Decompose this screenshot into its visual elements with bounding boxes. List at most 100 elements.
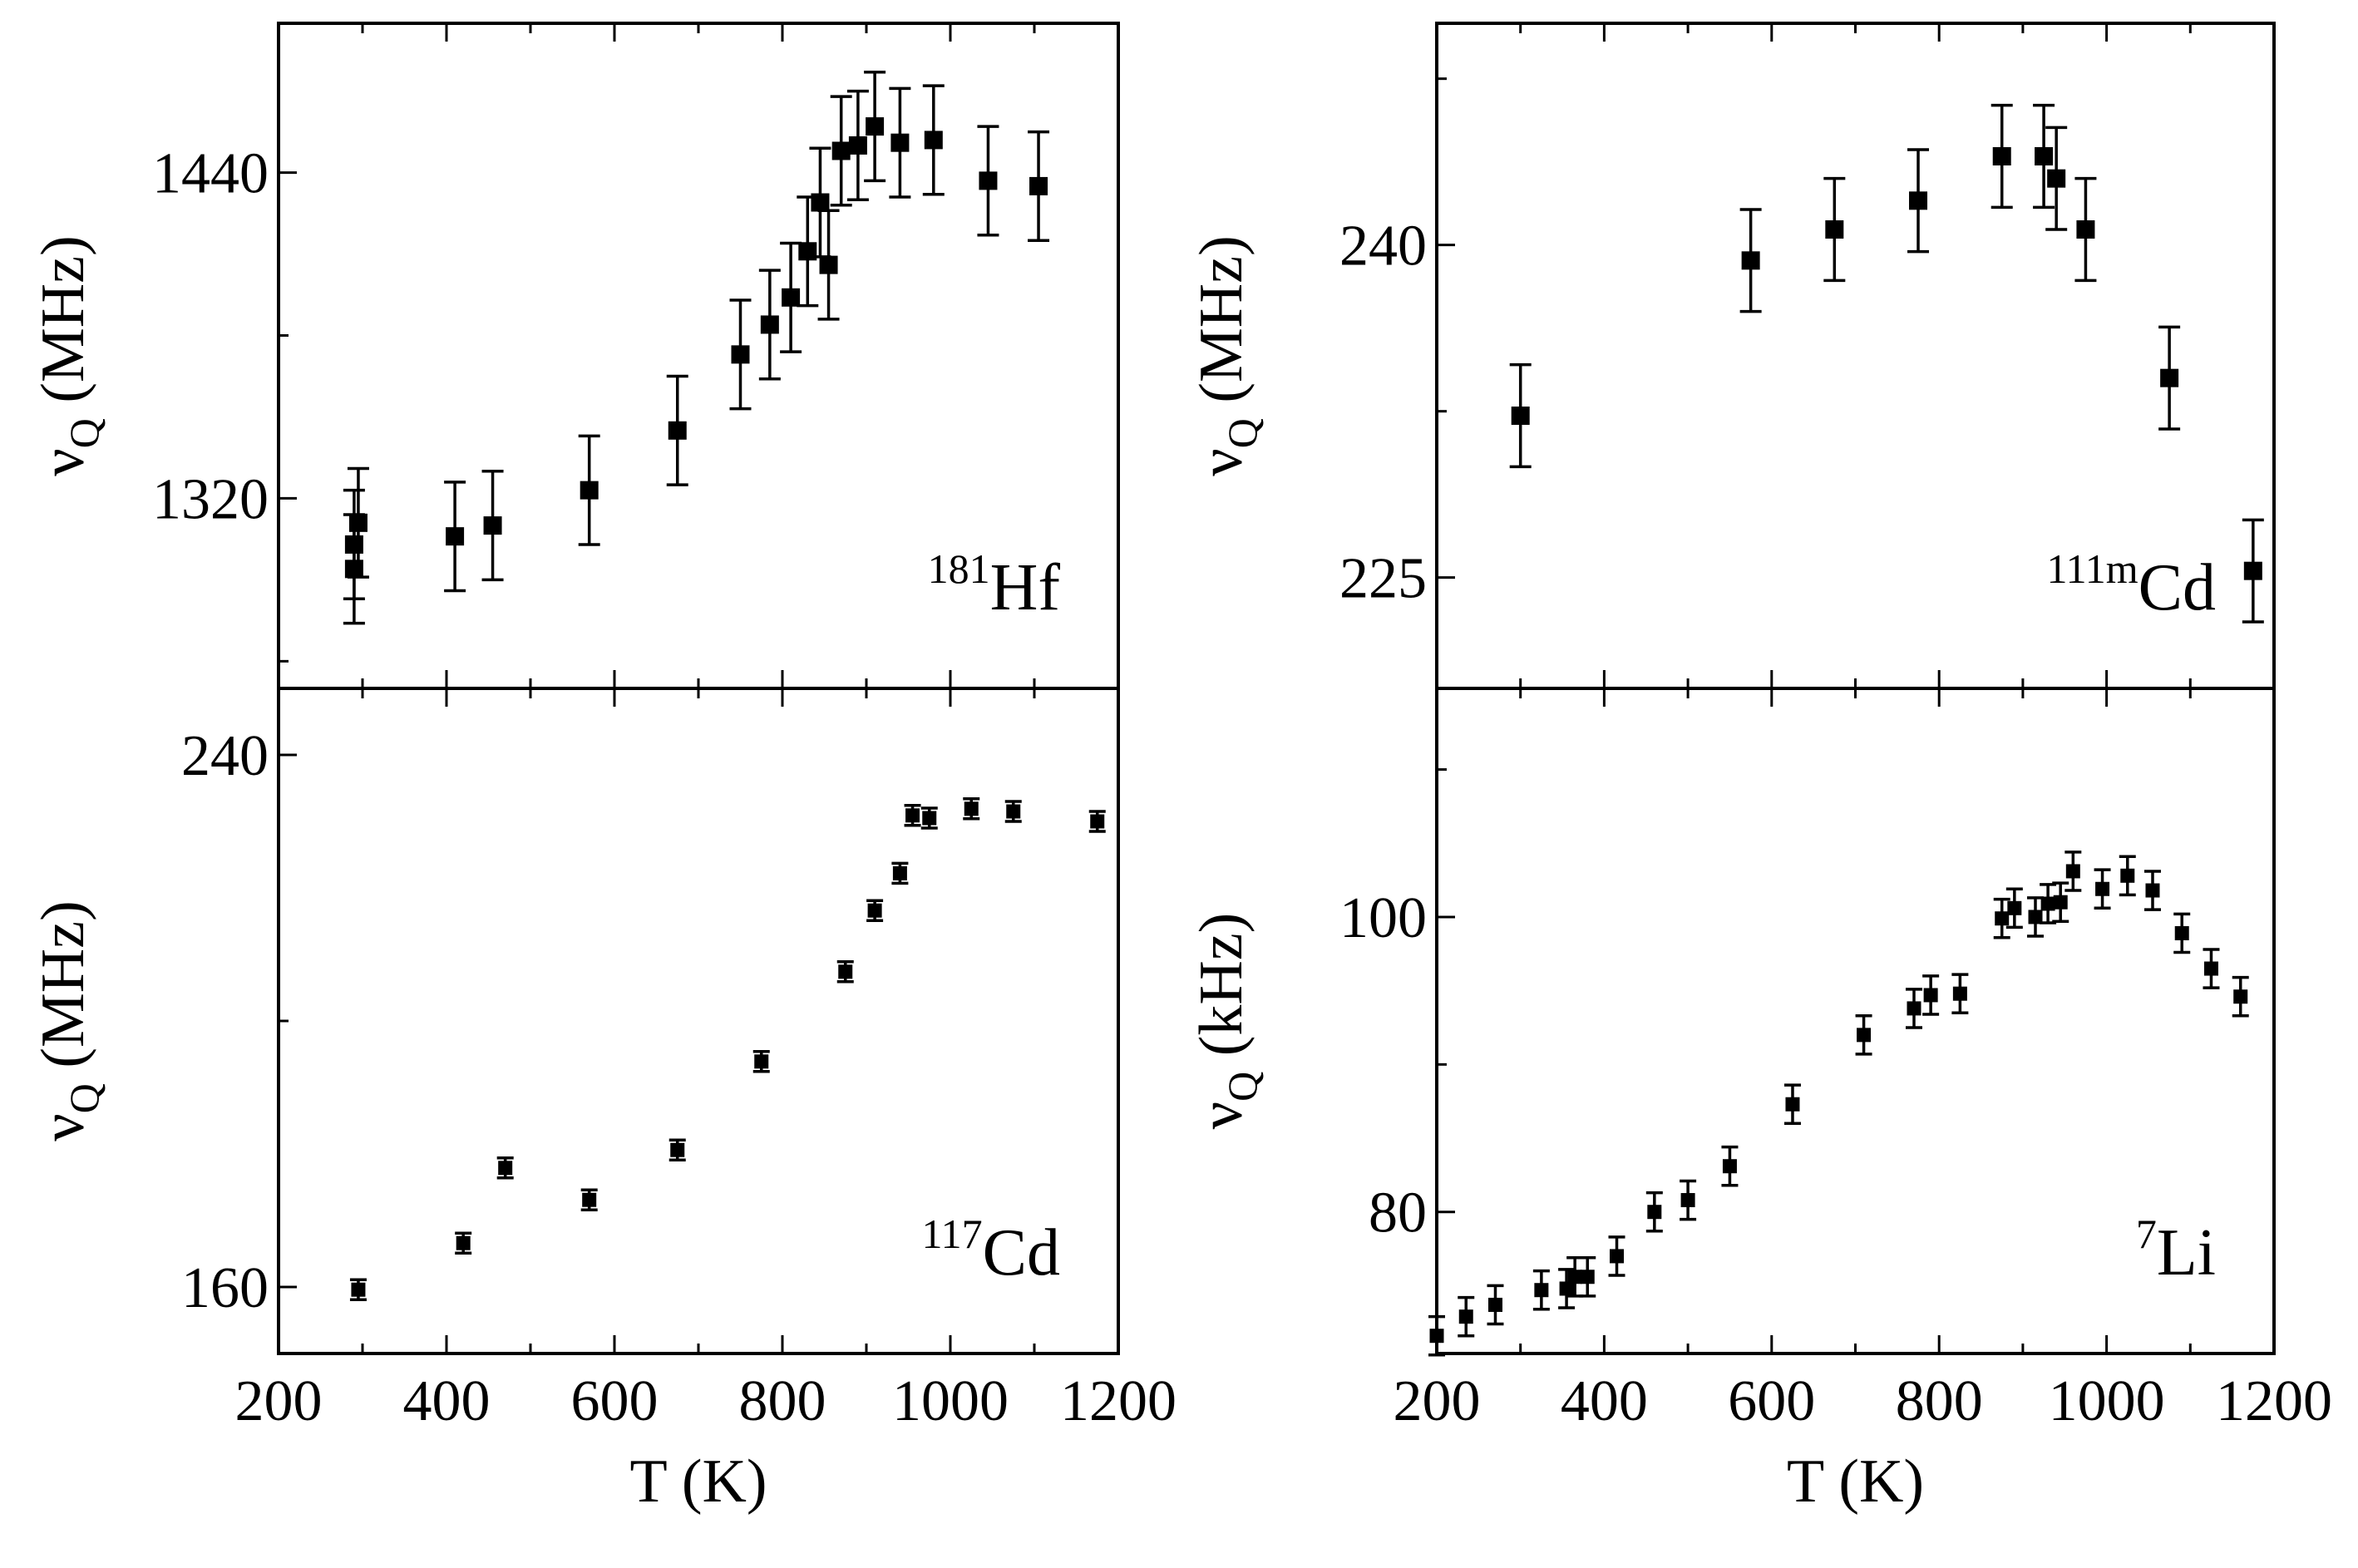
isotope-element: Li bbox=[2157, 1216, 2216, 1289]
isotope-element: Hf bbox=[990, 551, 1061, 624]
y-axis-symbol: ν bbox=[29, 1113, 97, 1141]
data-marker bbox=[867, 903, 882, 918]
data-marker bbox=[1647, 1205, 1662, 1220]
data-point bbox=[797, 195, 819, 308]
data-marker bbox=[2145, 883, 2160, 898]
data-point bbox=[1088, 810, 1106, 833]
data-marker bbox=[1995, 911, 2010, 926]
data-point bbox=[2242, 518, 2264, 624]
data-marker bbox=[2028, 910, 2043, 925]
data-point bbox=[977, 125, 999, 237]
data-point bbox=[1951, 973, 1969, 1014]
data-marker bbox=[848, 136, 867, 155]
data-marker bbox=[456, 1235, 471, 1250]
data-marker bbox=[582, 1192, 597, 1207]
y-tick-label: 240 bbox=[1339, 214, 1427, 279]
y-axis-subscript: Q bbox=[61, 1083, 107, 1113]
panel-hf181: 1320 1440 νQ (MHz) 181Hf bbox=[29, 22, 1120, 690]
data-point bbox=[1608, 1235, 1625, 1277]
data-point bbox=[830, 95, 852, 207]
isotope-label: 181Hf bbox=[928, 545, 1061, 624]
data-marker bbox=[1722, 1159, 1737, 1174]
y-tick-label: 80 bbox=[1369, 1181, 1427, 1245]
data-point bbox=[2064, 851, 2082, 892]
isotope-element: Cd bbox=[2138, 551, 2216, 624]
y-axis-title: νQ (kHz) bbox=[1187, 913, 1265, 1130]
x-tick-label: 600 bbox=[1728, 1369, 1815, 1433]
data-marker bbox=[670, 1142, 685, 1157]
data-point bbox=[1004, 800, 1022, 823]
data-point bbox=[496, 1156, 514, 1180]
data-marker bbox=[811, 193, 830, 212]
data-marker bbox=[2065, 864, 2080, 879]
data-marker bbox=[2053, 895, 2068, 910]
data-marker bbox=[1923, 988, 1938, 1003]
data-point bbox=[1579, 1255, 1596, 1298]
data-point bbox=[1645, 1191, 1663, 1233]
y-axis-unit: (kHz) bbox=[1187, 913, 1255, 1072]
data-point bbox=[1905, 988, 1922, 1029]
y-axis-unit: (MHz) bbox=[29, 235, 97, 418]
y-axis-subscript: Q bbox=[61, 418, 107, 448]
y-axis-symbol: ν bbox=[29, 448, 97, 476]
data-point bbox=[2119, 855, 2136, 897]
data-marker bbox=[2174, 925, 2189, 940]
data-marker bbox=[1992, 147, 2011, 165]
data-marker bbox=[1857, 1028, 1872, 1043]
isotope-mass-number: 181 bbox=[928, 545, 990, 592]
data-marker bbox=[1680, 1193, 1695, 1208]
data-marker bbox=[580, 481, 599, 500]
data-marker bbox=[760, 315, 779, 334]
data-point bbox=[2005, 887, 2023, 929]
data-point bbox=[2232, 975, 2249, 1018]
data-marker bbox=[892, 865, 907, 880]
data-point bbox=[444, 481, 466, 593]
data-marker bbox=[2095, 881, 2110, 896]
y-axis-subscript: Q bbox=[1219, 418, 1265, 448]
data-point bbox=[1028, 130, 1050, 242]
y-tick-label: 100 bbox=[1339, 886, 1427, 950]
data-point bbox=[1739, 208, 1762, 313]
data-point bbox=[1428, 1314, 1445, 1357]
isotope-label: 117Cd bbox=[921, 1211, 1060, 1289]
data-marker bbox=[2243, 561, 2262, 580]
data-point bbox=[1993, 897, 2010, 939]
data-marker bbox=[1785, 1097, 1800, 1112]
data-point bbox=[2033, 103, 2055, 210]
data-marker bbox=[348, 513, 368, 532]
data-marker bbox=[782, 288, 801, 307]
data-marker bbox=[1006, 804, 1021, 819]
data-point bbox=[1783, 1083, 1801, 1126]
data-marker bbox=[1090, 814, 1105, 829]
y-tick-label: 225 bbox=[1339, 547, 1427, 611]
y-tick-label: 240 bbox=[181, 724, 269, 788]
data-marker bbox=[1907, 1001, 1921, 1016]
isotope-element: Cd bbox=[983, 1216, 1060, 1289]
data-point bbox=[1855, 1014, 1872, 1056]
x-tick-label: 200 bbox=[1394, 1369, 1481, 1433]
x-axis-title: T (K) bbox=[629, 1447, 767, 1516]
x-axis-title: T (K) bbox=[1787, 1447, 1924, 1516]
data-marker bbox=[1029, 176, 1048, 195]
x-tick-label: 200 bbox=[235, 1369, 323, 1433]
data-marker bbox=[668, 421, 687, 440]
data-marker bbox=[2076, 220, 2095, 239]
data-marker bbox=[1458, 1309, 1473, 1324]
panel-li7: 200 400 600 800 1000 1200 T (K) 80 100 νQ (kHz) 7L… bbox=[1187, 687, 2332, 1516]
data-point bbox=[2094, 868, 2111, 910]
y-axis-unit: (MHz) bbox=[29, 900, 97, 1083]
data-marker bbox=[446, 527, 465, 546]
data-point bbox=[780, 241, 802, 353]
data-point bbox=[1532, 1269, 1550, 1311]
data-point bbox=[922, 84, 945, 196]
data-marker bbox=[964, 801, 979, 816]
data-point bbox=[1990, 103, 2013, 210]
data-marker bbox=[819, 255, 838, 274]
data-point bbox=[729, 298, 752, 411]
y-axis-title: νQ (MHz) bbox=[1187, 235, 1265, 476]
x-tick-label: 800 bbox=[739, 1369, 826, 1433]
data-point bbox=[580, 1188, 598, 1211]
data-marker bbox=[1429, 1329, 1444, 1344]
data-marker bbox=[1741, 251, 1760, 270]
data-point bbox=[836, 960, 854, 984]
